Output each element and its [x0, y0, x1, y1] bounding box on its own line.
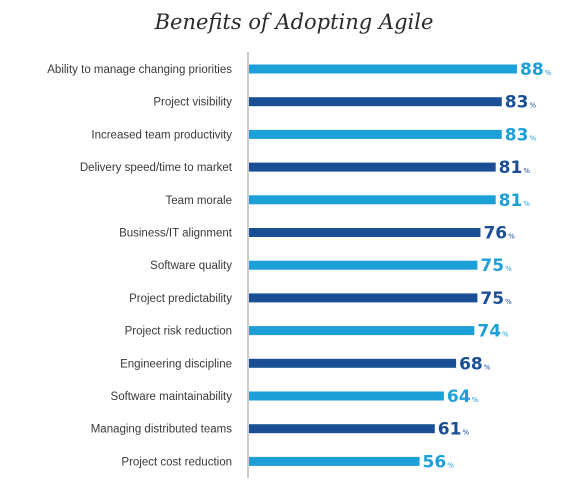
bar	[249, 64, 517, 74]
bar	[249, 456, 420, 466]
category-label: Software maintainability	[111, 391, 233, 403]
bar	[249, 97, 502, 107]
bar	[249, 326, 475, 336]
data-label: 83%	[505, 125, 537, 145]
category-label: Increased team productivity	[91, 129, 232, 141]
data-label: 74%	[477, 322, 509, 342]
category-label: Delivery speed/time to market	[80, 162, 233, 174]
bar	[249, 391, 444, 401]
bar	[249, 358, 457, 368]
bar	[249, 129, 502, 139]
category-label: Project predictability	[129, 293, 232, 305]
bar	[249, 228, 481, 237]
bar	[249, 195, 496, 205]
data-label: 75%	[480, 256, 512, 276]
category-label: Engineering discipline	[120, 358, 232, 370]
category-label: Project visibility	[153, 97, 232, 109]
category-label: Business/IT alignment	[119, 228, 233, 240]
data-label: 61%	[438, 420, 470, 440]
data-label: 64%	[447, 387, 479, 407]
category-label: Software quality	[150, 260, 232, 272]
bar	[249, 424, 435, 434]
data-label: 81%	[499, 191, 531, 211]
bar	[249, 162, 496, 172]
category-label: Ability to manage changing priorities	[47, 64, 232, 76]
bar	[249, 293, 478, 303]
data-label: 81%	[499, 158, 531, 178]
category-label: Project risk reduction	[125, 326, 232, 338]
bar	[249, 260, 478, 270]
category-label: Team morale	[166, 195, 232, 207]
data-label: 56%	[423, 452, 455, 472]
category-label: Managing distributed teams	[91, 424, 233, 436]
data-label: 68%	[459, 354, 491, 374]
data-label: 75%	[480, 289, 512, 309]
chart-title: Benefits of Adopting Agile	[154, 10, 434, 34]
data-label: 76%	[483, 224, 515, 244]
category-label: Project cost reduction	[121, 456, 232, 468]
data-label: 83%	[505, 93, 537, 113]
data-label: 88%	[520, 60, 552, 80]
